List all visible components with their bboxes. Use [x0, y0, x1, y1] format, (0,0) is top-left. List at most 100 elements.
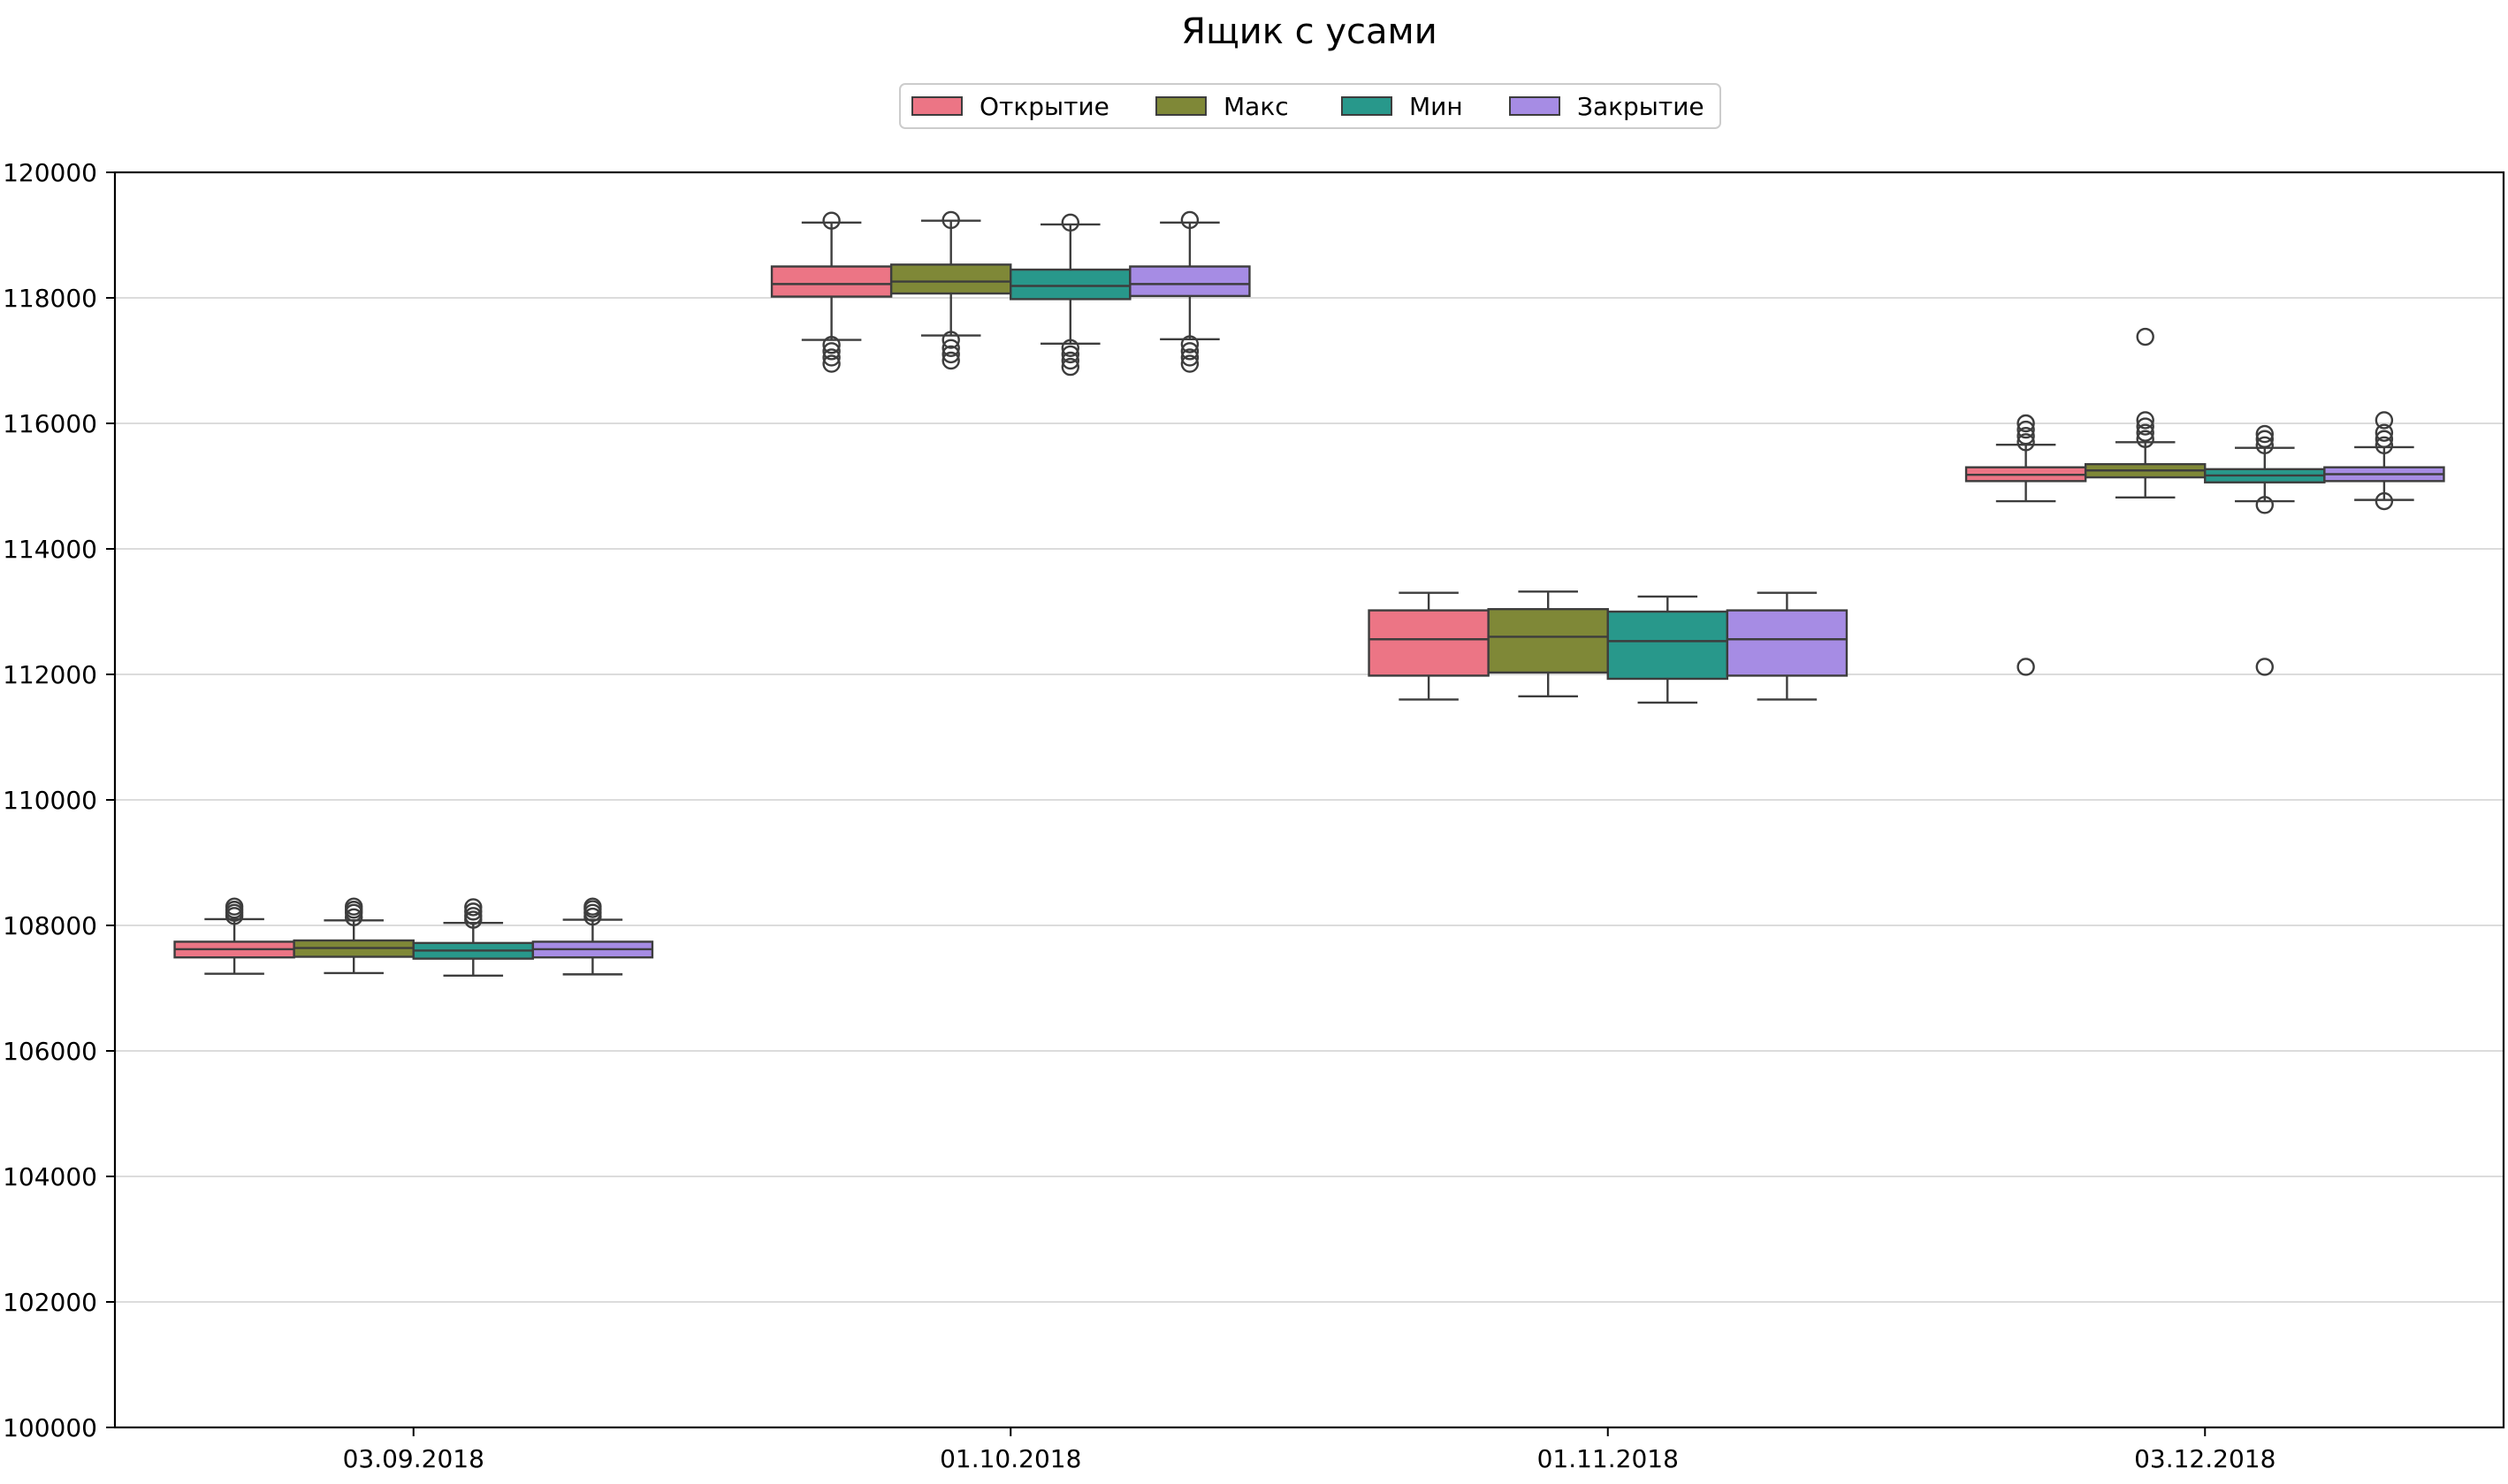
box-2-1	[1487, 590, 1609, 698]
outlier-point	[2375, 411, 2394, 430]
outlier-point	[2136, 327, 2154, 346]
outlier-point	[1061, 345, 1080, 364]
x-axis: 03.09.2018 01.10.2018 01.11.2018 03.12.2018	[343, 1427, 2275, 1473]
legend-swatch	[1509, 96, 1560, 116]
box-iqr	[1606, 610, 1729, 681]
outlier-point	[822, 348, 841, 367]
outlier-point	[822, 354, 841, 373]
legend-swatch	[911, 96, 963, 116]
box-iqr	[1129, 265, 1251, 298]
legend-entry: Мин	[1341, 92, 1463, 121]
outlier-point	[941, 351, 960, 370]
outlier-point	[1180, 210, 1200, 230]
outlier-point	[2255, 436, 2275, 455]
x-tick-label: 03.09.2018	[343, 1444, 484, 1473]
box-1-3	[1129, 210, 1251, 373]
legend-label: Закрытие	[1577, 92, 1704, 121]
legend-frame	[899, 83, 1721, 129]
y-gridlines	[115, 171, 2504, 1428]
outlier-point	[822, 211, 841, 230]
y-tick-label: 102000	[3, 1288, 97, 1317]
x-tick-label: 01.10.2018	[940, 1444, 1081, 1473]
outlier-point	[2016, 414, 2035, 433]
y-tick-label: 114000	[3, 535, 97, 564]
y-tick-label: 120000	[3, 158, 97, 187]
outlier-point	[1180, 348, 1200, 367]
y-tick-label: 108000	[3, 911, 97, 940]
box-2-3	[1726, 591, 1849, 701]
outlier-point	[1061, 213, 1080, 232]
box-0-0	[173, 897, 295, 975]
outlier-point	[2255, 496, 2275, 514]
outlier-point	[225, 897, 244, 916]
y-tick-label: 106000	[3, 1037, 97, 1066]
outlier-point	[2255, 430, 2275, 448]
outlier-point	[2375, 423, 2394, 442]
outlier-point	[941, 339, 960, 357]
outlier-point	[2136, 430, 2154, 448]
box-3-3	[2323, 411, 2445, 511]
outlier-point	[2136, 417, 2154, 436]
outlier-point	[345, 908, 363, 926]
box-iqr	[1726, 609, 1849, 677]
legend-label: Мин	[1409, 92, 1463, 121]
outlier-point	[1061, 357, 1080, 377]
box-iqr	[1368, 609, 1490, 677]
legend: Открытие Макс Мин Закрытие	[899, 83, 1721, 129]
box-3-2	[2204, 424, 2326, 676]
legend-swatch	[1341, 96, 1392, 116]
outlier-point	[2136, 411, 2154, 430]
outlier-point	[2016, 658, 2035, 676]
box-0-2	[412, 898, 535, 978]
outlier-point	[2375, 491, 2394, 511]
outlier-point	[941, 345, 960, 364]
box-1-0	[770, 211, 893, 373]
outlier-point	[2136, 423, 2154, 442]
y-tick-label: 116000	[3, 409, 97, 438]
outlier-point	[2255, 658, 2275, 676]
outlier-point	[941, 210, 960, 230]
chart-title: Ящик с усами	[1181, 11, 1437, 52]
box-plot-series	[173, 210, 2445, 978]
outlier-point	[2375, 436, 2394, 455]
outlier-point	[2375, 430, 2394, 448]
x-tick-label: 01.11.2018	[1537, 1444, 1679, 1473]
outlier-point	[2016, 427, 2035, 445]
legend-label: Макс	[1224, 92, 1289, 121]
y-tick-label: 118000	[3, 284, 97, 313]
y-tick-label: 110000	[3, 786, 97, 815]
legend-label: Открытие	[980, 92, 1109, 121]
outlier-point	[2016, 420, 2035, 439]
box-iqr	[1487, 607, 1609, 674]
outlier-point	[345, 897, 363, 916]
legend-entry: Открытие	[911, 92, 1109, 121]
legend-swatch	[1155, 96, 1207, 116]
y-tick-label: 112000	[3, 660, 97, 689]
box-2-2	[1606, 595, 1729, 704]
outlier-point	[464, 898, 483, 917]
outlier-point	[583, 897, 602, 916]
legend-entry: Закрытие	[1509, 92, 1704, 121]
box-iqr	[770, 265, 893, 298]
box-2-0	[1368, 591, 1490, 701]
y-axis: 100000 102000 104000 106000 108000 110000 1120…	[3, 158, 115, 1442]
outlier-point	[464, 902, 483, 921]
y-tick-label: 104000	[3, 1162, 97, 1191]
outlier-point	[822, 342, 841, 361]
box-1-2	[1010, 213, 1132, 377]
box-1-1	[889, 210, 1012, 370]
box-0-3	[531, 897, 654, 976]
y-tick-label: 100000	[3, 1413, 97, 1442]
outlier-point	[464, 907, 483, 925]
outlier-point	[1180, 354, 1200, 373]
box-0-1	[293, 897, 415, 975]
x-tick-label: 03.12.2018	[2134, 1444, 2275, 1473]
outlier-point	[1061, 339, 1080, 357]
legend-entry: Макс	[1155, 92, 1289, 121]
outlier-point	[1061, 351, 1080, 370]
outlier-point	[1180, 342, 1200, 361]
box-iqr	[1010, 268, 1132, 301]
outlier-point	[2255, 424, 2275, 444]
box-3-1	[2084, 327, 2207, 498]
